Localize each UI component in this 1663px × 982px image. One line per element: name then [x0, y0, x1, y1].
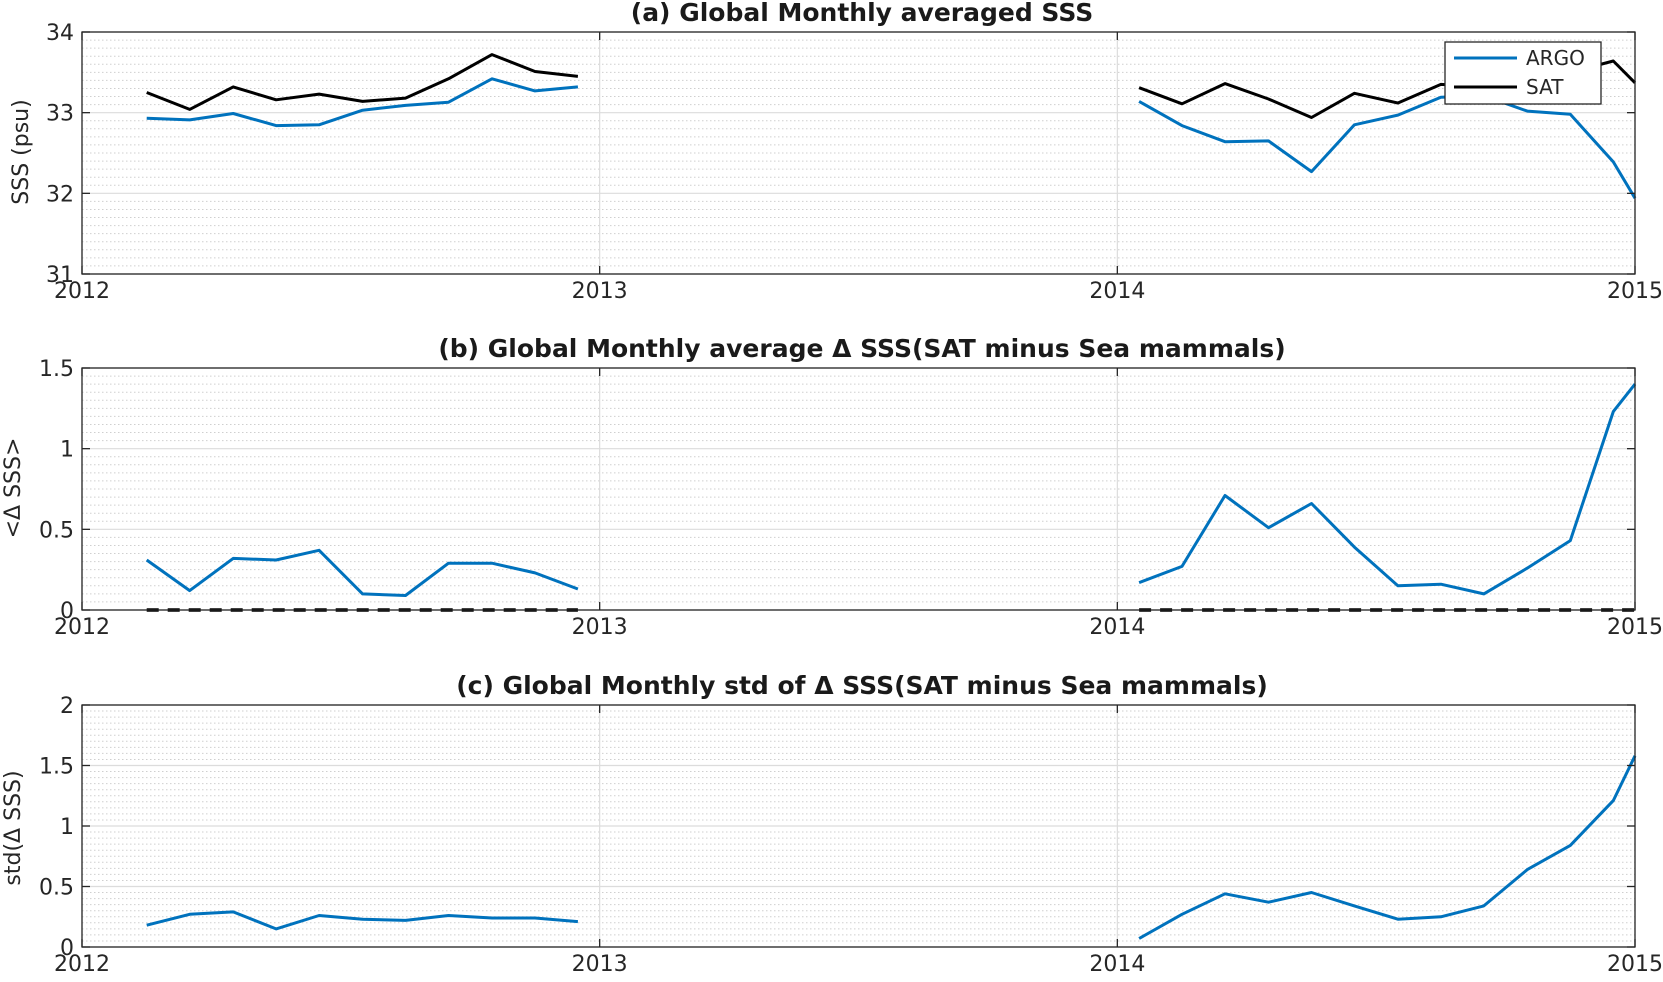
- panel-b-axes-frame: [81, 367, 1636, 611]
- delta-series-line: [1138, 383, 1637, 596]
- x-tick-label: 2013: [572, 952, 628, 977]
- panel-a-ylabel: SSS (psu): [9, 99, 34, 204]
- x-tick-label: 2015: [1607, 279, 1663, 304]
- x-tick-label: 2013: [572, 279, 628, 304]
- x-tick-label: 2012: [54, 615, 110, 640]
- y-tick-label: 0: [60, 599, 74, 624]
- panel-a-axes-frame: [81, 31, 1636, 275]
- y-tick-label: 1.5: [39, 357, 74, 382]
- legend: ARGO SAT: [1444, 41, 1602, 105]
- legend-label-argo: ARGO: [1526, 46, 1585, 70]
- panel-c: 2012 2013 2014 2015 0 0.5 1 1.5 2 (c) Global Mon…: [1, 671, 1663, 977]
- y-tick-label: 1: [60, 815, 74, 840]
- y-tick-label: 31: [46, 263, 74, 288]
- x-tick-label: 2012: [54, 279, 110, 304]
- panel-a-plot-area: 2012 2013 2014 2015 31 32 33 34: [46, 21, 1663, 304]
- x-tick-label: 2012: [54, 952, 110, 977]
- delta-series-line: [145, 548, 579, 597]
- panel-a-title: (a) Global Monthly averaged SSS: [631, 0, 1093, 27]
- x-tick-label: 2015: [1607, 952, 1663, 977]
- x-tick-label: 2013: [572, 615, 628, 640]
- y-tick-label: 1.5: [39, 755, 74, 780]
- panel-c-ylabel: std(Δ SSS): [1, 770, 26, 885]
- legend-box: [1444, 41, 1602, 105]
- argo-series-line: [1138, 94, 1637, 199]
- y-tick-label: 0.5: [39, 876, 74, 901]
- y-tick-label: 1: [60, 438, 74, 463]
- panel-c-title: (c) Global Monthly std of Δ SSS(SAT minu…: [456, 671, 1268, 700]
- x-tick-label: 2014: [1089, 615, 1145, 640]
- legend-label-sat: SAT: [1526, 75, 1564, 99]
- y-tick-label: 32: [46, 182, 74, 207]
- x-tick-label: 2014: [1089, 279, 1145, 304]
- panel-b-ylabel: <Δ SSS>: [1, 438, 26, 539]
- y-tick-label: 2: [60, 694, 74, 719]
- argo-series-line: [146, 77, 579, 128]
- delta-series-line: [146, 910, 579, 931]
- panel-b-title: (b) Global Monthly average Δ SSS(SAT min…: [438, 334, 1285, 363]
- panel-b: 2012 2013 2014 2015 0 0.5 1 1.5 (b) Global Mont…: [1, 334, 1663, 640]
- y-tick-label: 0: [60, 936, 74, 961]
- panel-b-plot-area: 2012 2013 2014 2015 0 0.5 1 1.5: [39, 357, 1663, 640]
- y-tick-label: 34: [46, 21, 74, 46]
- y-tick-label: 33: [46, 102, 74, 127]
- y-tick-label: 0.5: [39, 518, 74, 543]
- delta-series-line: [1138, 755, 1637, 940]
- x-tick-label: 2014: [1089, 952, 1145, 977]
- x-tick-label: 2015: [1607, 615, 1663, 640]
- panel-a: 2012 2013 2014 2015 31 32 33 34 (a) Global Mont…: [9, 0, 1663, 304]
- panel-c-plot-area: 2012 2013 2014 2015 0 0.5 1 1.5 2: [39, 694, 1663, 977]
- sat-series-line: [146, 53, 579, 111]
